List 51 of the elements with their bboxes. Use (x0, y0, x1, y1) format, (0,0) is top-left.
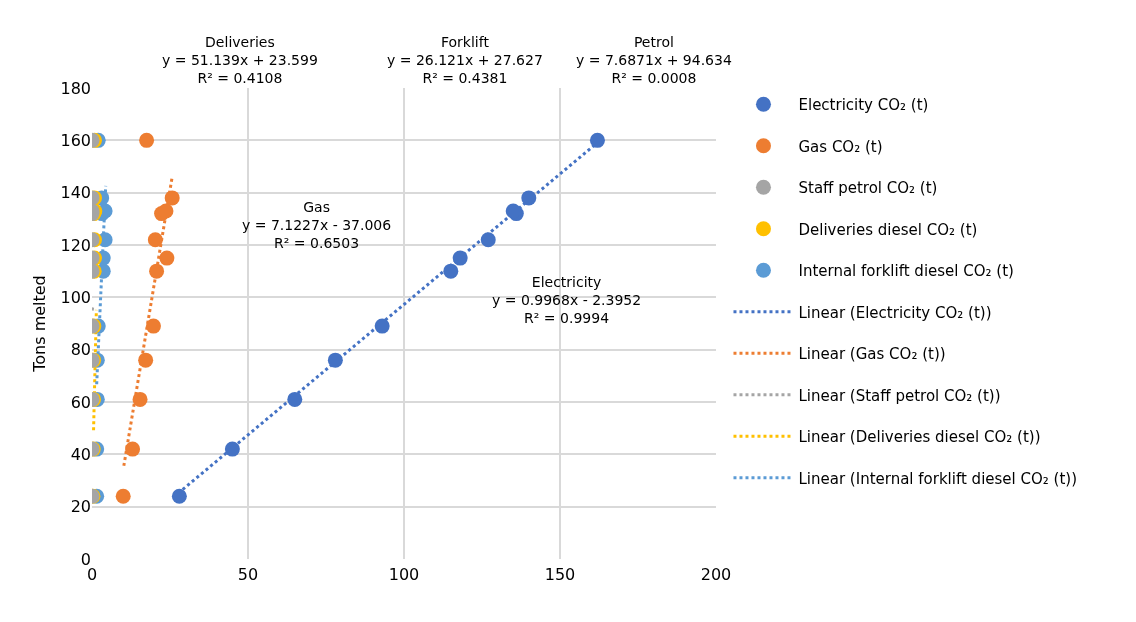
text: Petrol y = 7.6871x + 94.634 R² = 0.0008 (576, 34, 732, 87)
text: Deliveries y = 51.139x + 23.599 R² = 0.4108 (162, 34, 318, 87)
point (480, 232, 496, 248)
point (115, 488, 131, 504)
legend-label: Deliveries diesel CO₂ (t) (798, 220, 978, 239)
y-tick-label: 40 (70, 444, 91, 464)
point (589, 132, 605, 148)
point (287, 391, 303, 407)
point (158, 203, 174, 219)
y-tick-label: 160 (60, 130, 91, 150)
point (521, 190, 537, 206)
legend-label: Electricity CO₂ (t) (798, 96, 929, 115)
text: Forklift y = 26.121x + 27.627 R² = 0.4381 (387, 34, 543, 87)
x-tick-label: 50 (237, 565, 259, 585)
y-tick-label: 80 (70, 340, 91, 360)
x-tick-label: 100 (388, 565, 420, 585)
annotation: Gas y = 7.1227x - 37.006 R² = 0.6503 (242, 199, 392, 252)
y-axis-title: Tons melted (30, 275, 50, 373)
point (145, 318, 161, 334)
y-tick-label: 60 (70, 392, 91, 412)
legend-label: Linear (Electricity CO₂ (t)) (798, 303, 992, 322)
point (147, 232, 163, 248)
point (327, 352, 343, 368)
point (138, 352, 154, 368)
point (132, 391, 148, 407)
y-tick-label: 120 (60, 235, 91, 255)
annotation: Electricity y = 0.9968x - 2.3952 R² = 0.9994 (492, 274, 642, 327)
legend-label: Linear (Internal forklift diesel CO₂ (t)) (798, 469, 1078, 488)
point (125, 441, 141, 457)
y-tick-label: 20 (70, 497, 91, 517)
point (224, 441, 240, 457)
legend-label: Linear (Deliveries diesel CO₂ (t)) (798, 428, 1041, 447)
point (164, 190, 180, 206)
legend-label: Internal forklift diesel CO₂ (t) (798, 262, 1014, 281)
point (171, 488, 187, 504)
legend-label: Linear (Staff petrol CO₂ (t)) (798, 386, 1001, 405)
point (443, 263, 459, 279)
point (452, 250, 468, 266)
legend-label: Staff petrol CO₂ (t) (798, 179, 938, 198)
y-tick-label: 100 (60, 287, 91, 307)
x-tick-label: 150 (544, 565, 576, 585)
point (149, 263, 165, 279)
point (139, 132, 155, 148)
point (374, 318, 390, 334)
point (159, 250, 175, 266)
legend-label: Gas CO₂ (t) (798, 137, 883, 156)
y-tick-label: 140 (60, 183, 91, 203)
y-tick-label: 0 (80, 549, 91, 569)
legend-label: Linear (Gas CO₂ (t)) (798, 345, 946, 364)
x-tick-label: 200 (700, 565, 732, 585)
y-tick-label: 180 (60, 78, 91, 98)
